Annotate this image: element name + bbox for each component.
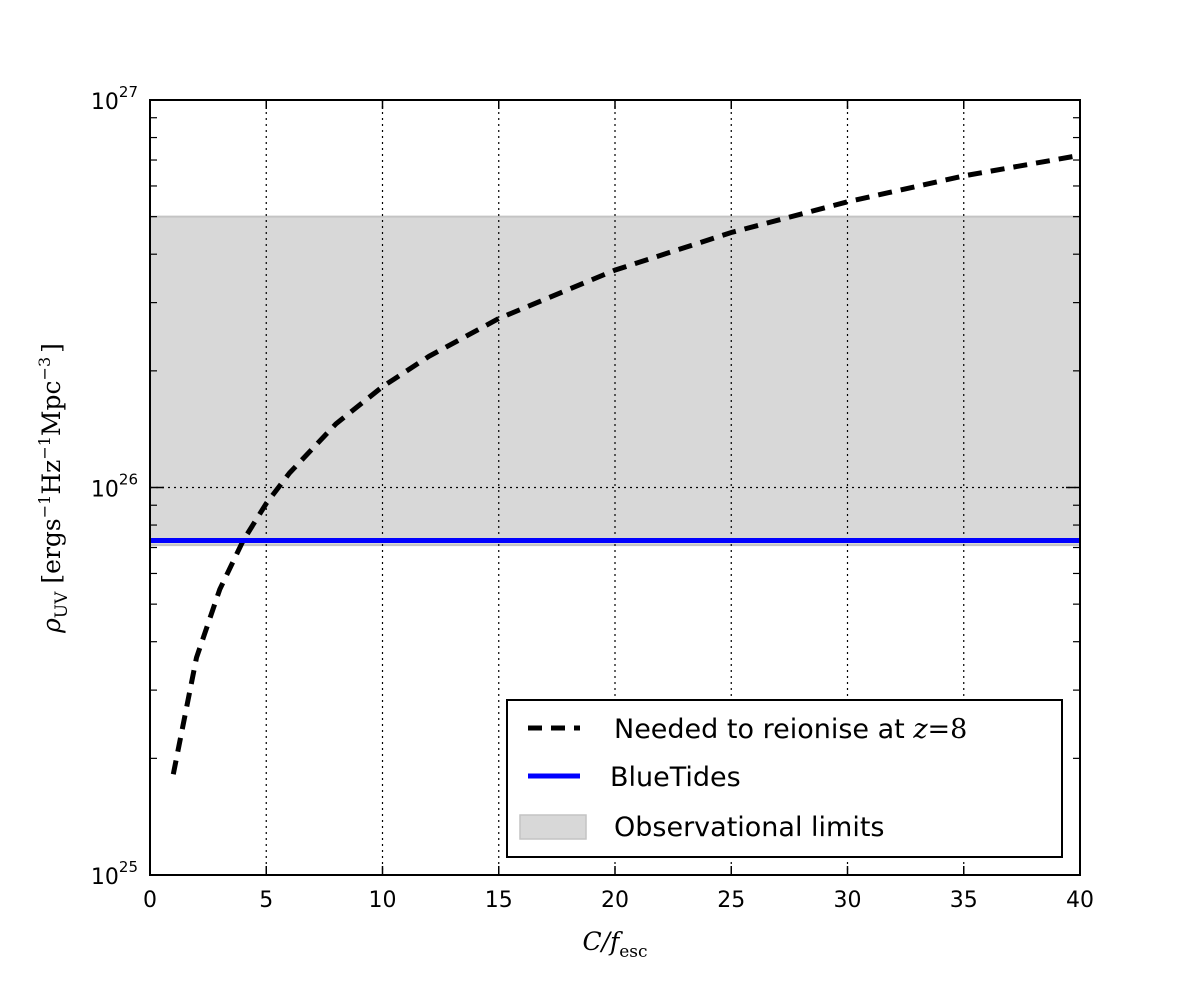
x-tick-label: 25 <box>717 888 745 913</box>
x-axis-label: C/fesc <box>582 927 647 962</box>
legend-label-needed-text: Needed to reionise at <box>614 714 913 745</box>
x-tick-label: 5 <box>259 888 273 913</box>
legend-label-needed-eq: =8 <box>928 714 968 745</box>
x-axis-label-sub: esc <box>619 942 647 962</box>
y-tick-label-base: 10 <box>91 865 119 890</box>
band-observational-limits <box>150 216 1080 546</box>
legend-label-bluetides: BlueTides <box>610 762 741 793</box>
legend-swatch-observational <box>519 814 587 840</box>
series-line-needed-to-reionise <box>170 152 1081 775</box>
y-tick-label-exp: 27 <box>119 83 138 101</box>
legend-label-needed-math: z <box>912 714 928 745</box>
y-axis-label-unit2-exp: −1 <box>35 436 54 460</box>
y-axis-label-unit1: ergs <box>37 518 66 574</box>
legend-label-needed: Needed to reionise at z=8 <box>614 714 967 745</box>
y-axis-label: ρUV[ergs−1Hz−1Mpc−3] <box>35 343 72 634</box>
y-axis-label-unit2: Hz <box>37 460 66 495</box>
x-tick-layer: 0 5 10 15 20 25 30 35 40 <box>143 100 1094 913</box>
y-axis-label-close: ] <box>37 343 66 353</box>
y-axis-label-open: [ <box>37 574 66 584</box>
x-tick-label: 15 <box>485 888 513 913</box>
y-tick-label: 1027 <box>91 83 138 115</box>
x-tick-label: 40 <box>1066 888 1094 913</box>
y-tick-label-exp: 25 <box>119 858 138 876</box>
y-axis-label-rho-sub: UV <box>52 591 72 618</box>
y-tick-label-base: 10 <box>91 478 119 503</box>
y-axis-label-unit3: Mpc <box>37 380 66 436</box>
x-tick-label: 35 <box>950 888 978 913</box>
series-layer <box>150 152 1081 775</box>
y-axis-label-unit3-exp: −3 <box>35 357 54 381</box>
y-tick-label-base: 10 <box>91 90 119 115</box>
x-tick-label: 0 <box>143 888 157 913</box>
legend-box <box>506 699 1063 858</box>
y-axis-label-unit1-exp: −1 <box>35 495 54 519</box>
x-tick-label: 20 <box>601 888 629 913</box>
y-tick-label: 1025 <box>91 858 138 890</box>
band-layer <box>150 215 1080 547</box>
x-tick-label: 10 <box>369 888 397 913</box>
grid-layer <box>150 100 1080 875</box>
y-axis-label-rho: ρ <box>37 618 66 634</box>
x-axis-label-main: C/f <box>582 927 623 956</box>
y-tick-label-exp: 26 <box>119 471 138 489</box>
legend-label-observational: Observational limits <box>614 812 885 843</box>
x-tick-label: 30 <box>834 888 862 913</box>
minor-tick-layer <box>150 117 1080 759</box>
legend: Needed to reionise at z=8 BlueTides Obse… <box>506 699 1063 858</box>
y-tick-label: 1026 <box>91 471 138 503</box>
